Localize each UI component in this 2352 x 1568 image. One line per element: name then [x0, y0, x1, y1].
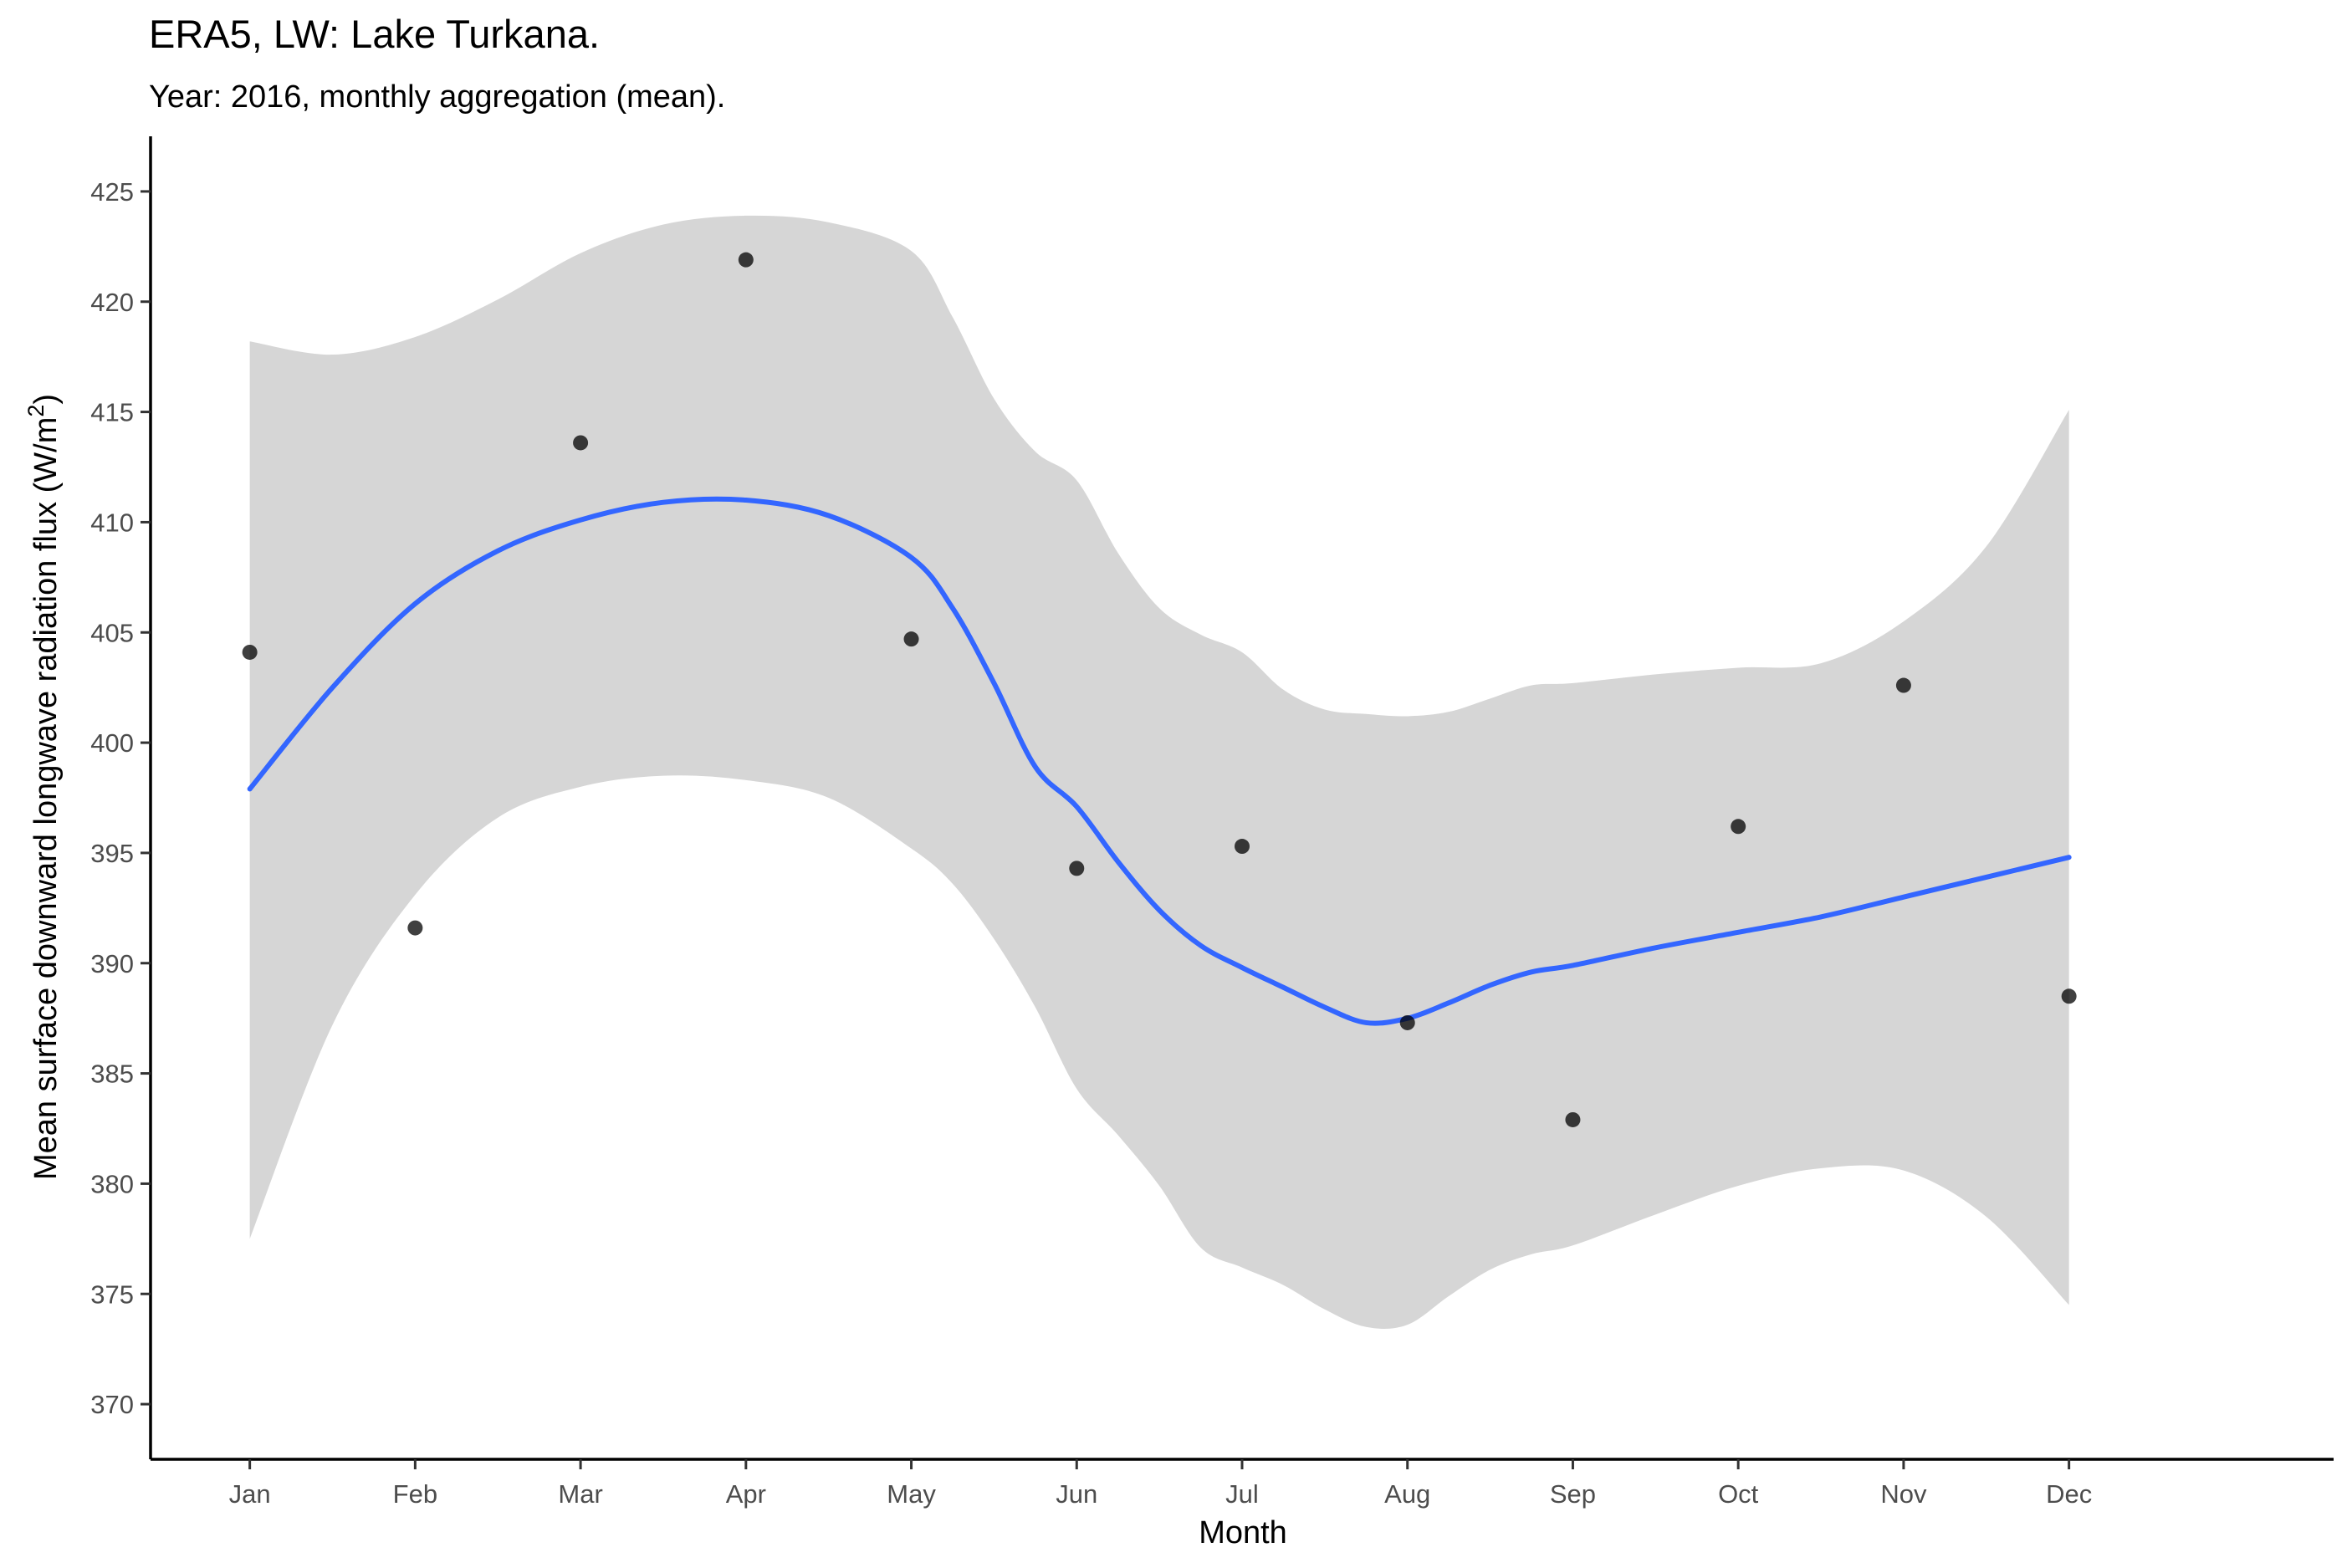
- confidence-ribbon: [249, 215, 2069, 1329]
- points-layer: [242, 252, 2077, 1127]
- x-tick-label-oct: Oct: [1718, 1479, 1759, 1509]
- chart-title: ERA5, LW: Lake Turkana.: [149, 12, 600, 56]
- y-axis-title-superscript: 2: [23, 405, 49, 417]
- confidence-ribbon-layer: [249, 215, 2069, 1329]
- data-point-aug: [1399, 1014, 1415, 1030]
- x-tick-label-jul: Jul: [1225, 1479, 1259, 1509]
- smooth-line-layer: [247, 496, 2072, 1026]
- y-axis-title-close: ): [28, 394, 64, 405]
- y-tick-label-390: 390: [90, 949, 134, 978]
- x-tick-label-jan: Jan: [229, 1479, 271, 1509]
- chart-subtitle: Year: 2016, monthly aggregation (mean).: [149, 79, 725, 115]
- y-tick-label-380: 380: [90, 1169, 134, 1198]
- data-point-jan: [242, 644, 258, 660]
- data-point-jun: [1069, 861, 1085, 876]
- x-tick-label-apr: Apr: [726, 1479, 766, 1509]
- data-point-nov: [1895, 677, 1911, 693]
- axes-layer: 370 375 380 385 390 395 400 405 410 415 420 425 Jan F…: [90, 136, 2334, 1509]
- data-point-may: [903, 631, 919, 647]
- y-tick-label-400: 400: [90, 728, 134, 758]
- y-axis-title: Mean surface downward longwave radiation…: [23, 394, 64, 1180]
- y-tick-label-425: 425: [90, 177, 134, 207]
- smooth-fit-line: [247, 496, 2072, 1026]
- data-point-feb: [407, 920, 423, 936]
- data-point-apr: [738, 252, 754, 268]
- data-point-mar: [573, 435, 589, 451]
- y-tick-label-410: 410: [90, 508, 134, 537]
- x-tick-label-may: May: [887, 1479, 936, 1509]
- y-tick-label-395: 395: [90, 839, 134, 868]
- x-tick-label-dec: Dec: [2046, 1479, 2092, 1509]
- data-point-jul: [1235, 839, 1250, 855]
- x-tick-label-sep: Sep: [1550, 1479, 1596, 1509]
- y-tick-label-375: 375: [90, 1279, 134, 1309]
- x-tick-label-jun: Jun: [1056, 1479, 1097, 1509]
- x-tick-label-nov: Nov: [1880, 1479, 1927, 1509]
- y-tick-label-405: 405: [90, 618, 134, 647]
- y-axis-title-text: Mean surface downward longwave radiation…: [28, 417, 64, 1180]
- data-point-sep: [1565, 1111, 1581, 1127]
- y-tick-label-370: 370: [90, 1390, 134, 1419]
- y-tick-label-420: 420: [90, 288, 134, 317]
- x-tick-label-mar: Mar: [558, 1479, 602, 1509]
- x-axis-title: Month: [1199, 1515, 1287, 1550]
- y-tick-label-385: 385: [90, 1060, 134, 1089]
- x-tick-label-aug: Aug: [1384, 1479, 1430, 1509]
- y-tick-label-415: 415: [90, 398, 134, 427]
- data-point-dec: [2061, 988, 2077, 1004]
- data-point-oct: [1731, 819, 1746, 835]
- x-tick-label-feb: Feb: [393, 1479, 437, 1509]
